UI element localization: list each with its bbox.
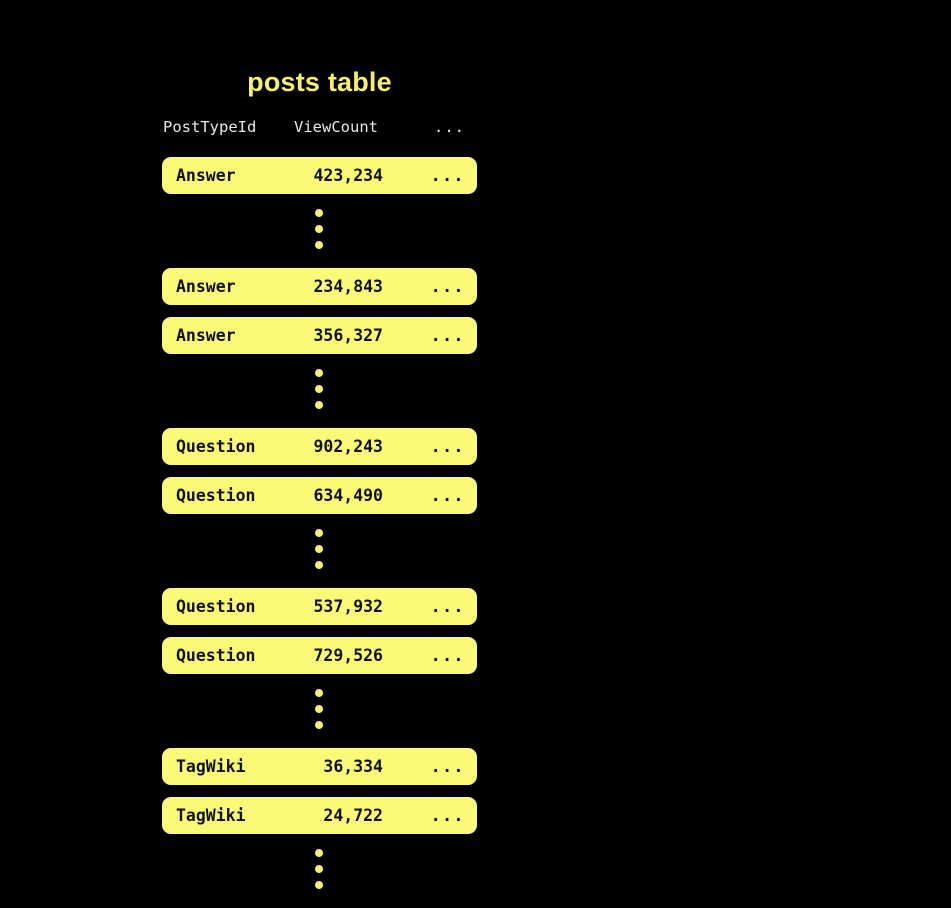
ellipsis-dot (315, 865, 323, 873)
ellipsis-dot (315, 401, 323, 409)
ellipsis-dot (315, 529, 323, 537)
cell-view-count: 423,234 (313, 166, 383, 185)
cell-view-count: 36,334 (323, 757, 383, 776)
table-row[interactable]: Answer 234,843... (162, 268, 477, 305)
cell-view-count: 537,932 (313, 597, 383, 616)
table-row[interactable]: Question 902,243... (162, 428, 477, 465)
column-header-view-count: ViewCount (294, 118, 378, 136)
vertical-ellipsis-icon (162, 686, 477, 736)
column-header-post-type-id: PostTypeId (163, 118, 257, 136)
ellipsis-dot (315, 369, 323, 377)
table-row[interactable]: Answer 356,327... (162, 317, 477, 354)
table-rows-container: Answer 423,234... Answer 234,843... Answer 35… (162, 157, 477, 896)
cell-view-count: 234,843 (313, 277, 383, 296)
cell-view-count: 902,243 (313, 437, 383, 456)
cell-more-ellipsis: ... (430, 597, 465, 616)
table-row[interactable]: TagWiki 24,722... (162, 797, 477, 834)
cell-post-type-id: Answer (176, 277, 236, 296)
table-row[interactable]: Question 729,526... (162, 637, 477, 674)
ellipsis-dot (315, 849, 323, 857)
ellipsis-dot (315, 545, 323, 553)
cell-more-ellipsis: ... (430, 806, 465, 825)
table-header-row: PostTypeId ViewCount ... (162, 116, 477, 142)
table-row[interactable]: Question 537,932... (162, 588, 477, 625)
cell-post-type-id: Question (176, 597, 256, 616)
ellipsis-dot (315, 689, 323, 697)
table-row[interactable]: Question 634,490... (162, 477, 477, 514)
cell-more-ellipsis: ... (430, 486, 465, 505)
cell-more-ellipsis: ... (430, 437, 465, 456)
cell-post-type-id: Answer (176, 166, 236, 185)
ellipsis-dot (315, 241, 323, 249)
vertical-ellipsis-icon (162, 366, 477, 416)
ellipsis-dot (315, 705, 323, 713)
cell-view-count: 24,722 (323, 806, 383, 825)
column-header-more: ... (434, 118, 465, 136)
ellipsis-dot (315, 209, 323, 217)
cell-more-ellipsis: ... (430, 646, 465, 665)
ellipsis-dot (315, 561, 323, 569)
cell-post-type-id: Question (176, 646, 256, 665)
cell-post-type-id: TagWiki (176, 806, 246, 825)
ellipsis-dot (315, 385, 323, 393)
cell-post-type-id: TagWiki (176, 757, 246, 776)
cell-view-count: 356,327 (313, 326, 383, 345)
cell-more-ellipsis: ... (430, 166, 465, 185)
cell-more-ellipsis: ... (430, 326, 465, 345)
ellipsis-dot (315, 881, 323, 889)
vertical-ellipsis-icon (162, 206, 477, 256)
cell-post-type-id: Question (176, 486, 256, 505)
cell-view-count: 634,490 (313, 486, 383, 505)
vertical-ellipsis-icon (162, 846, 477, 896)
cell-more-ellipsis: ... (430, 277, 465, 296)
page-title: posts table (247, 67, 392, 97)
cell-view-count: 729,526 (313, 646, 383, 665)
table-row[interactable]: TagWiki 36,334... (162, 748, 477, 785)
ellipsis-dot (315, 721, 323, 729)
cell-more-ellipsis: ... (430, 757, 465, 776)
posts-table: PostTypeId ViewCount ... Answer 423,234..… (162, 116, 477, 908)
cell-post-type-id: Answer (176, 326, 236, 345)
ellipsis-dot (315, 225, 323, 233)
cell-post-type-id: Question (176, 437, 256, 456)
posts-table-figure: posts table PostTypeId ViewCount ... Ans… (162, 67, 477, 889)
table-row[interactable]: Answer 423,234... (162, 157, 477, 194)
vertical-ellipsis-icon (162, 526, 477, 576)
